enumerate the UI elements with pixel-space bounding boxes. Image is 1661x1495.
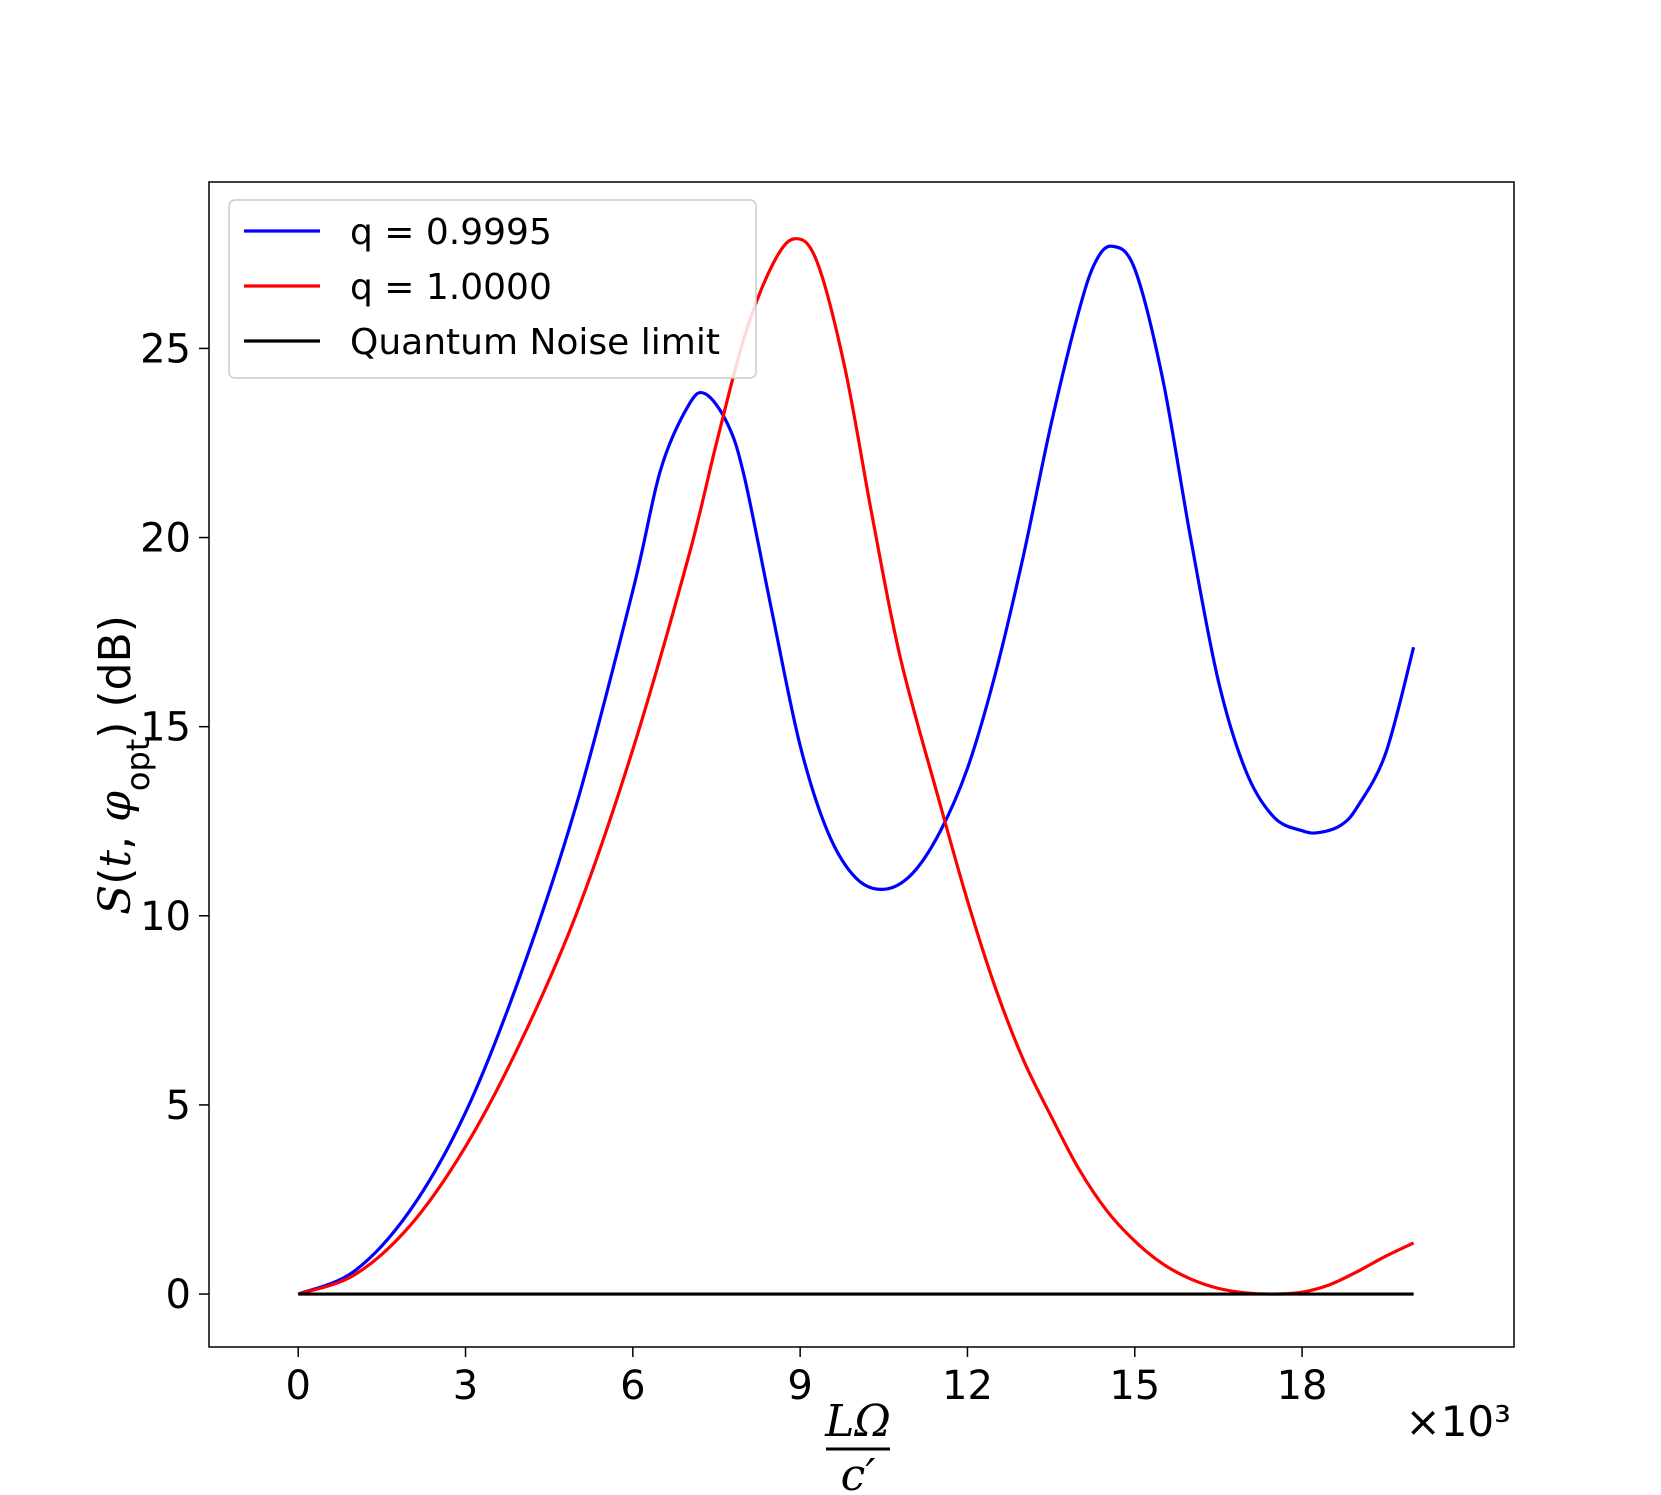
x-axis-label-numerator: LΩ — [824, 1396, 891, 1447]
legend-item-q-1.0000: q = 1.0000 — [244, 267, 552, 308]
legend-frame — [228, 199, 757, 379]
plot-curves — [297, 237, 1416, 1296]
y-tick-label: 0 — [166, 1272, 191, 1318]
y-tick-label: 15 — [140, 705, 191, 751]
series-q-1.0000-line — [297, 237, 1415, 1296]
legend-item-quantum-noise-limit: Quantum Noise limit — [244, 322, 720, 363]
legend-label: Quantum Noise limit — [350, 322, 720, 363]
y-tick-label: 10 — [140, 894, 191, 940]
legend-item-q-0.9995: q = 0.9995 — [244, 212, 552, 253]
x-tick-label: 9 — [787, 1363, 812, 1409]
y-axis-label: S(t, φopt) (dB) — [90, 615, 157, 915]
x-axis-ticks: 0 3 6 9 12 15 18 — [286, 1347, 1328, 1409]
x-tick-label: 6 — [620, 1363, 645, 1409]
x-tick-label: 3 — [453, 1363, 478, 1409]
x-tick-label: 0 — [286, 1363, 311, 1409]
series-q-0.9995-line — [297, 244, 1416, 1296]
x-tick-label: 15 — [1109, 1363, 1160, 1409]
plot-area-frame — [208, 181, 1515, 1348]
y-tick-label: 25 — [140, 326, 191, 372]
legend-label: q = 0.9995 — [350, 212, 552, 253]
y-tick-label: 5 — [166, 1083, 191, 1129]
legend: q = 0.9995 q = 1.0000 Quantum Noise limit — [228, 199, 757, 379]
x-axis-label-denominator: c′ — [841, 1450, 876, 1495]
legend-label: q = 1.0000 — [350, 267, 552, 308]
x-axis-label: LΩ c′ — [824, 1396, 891, 1495]
y-tick-label: 20 — [140, 516, 191, 562]
x-axis-multiplier: ×10³ — [1406, 1397, 1511, 1446]
x-tick-label: 12 — [942, 1363, 993, 1409]
y-axis-ticks: 0 5 10 15 20 25 — [140, 326, 209, 1318]
x-tick-label: 18 — [1277, 1363, 1328, 1409]
